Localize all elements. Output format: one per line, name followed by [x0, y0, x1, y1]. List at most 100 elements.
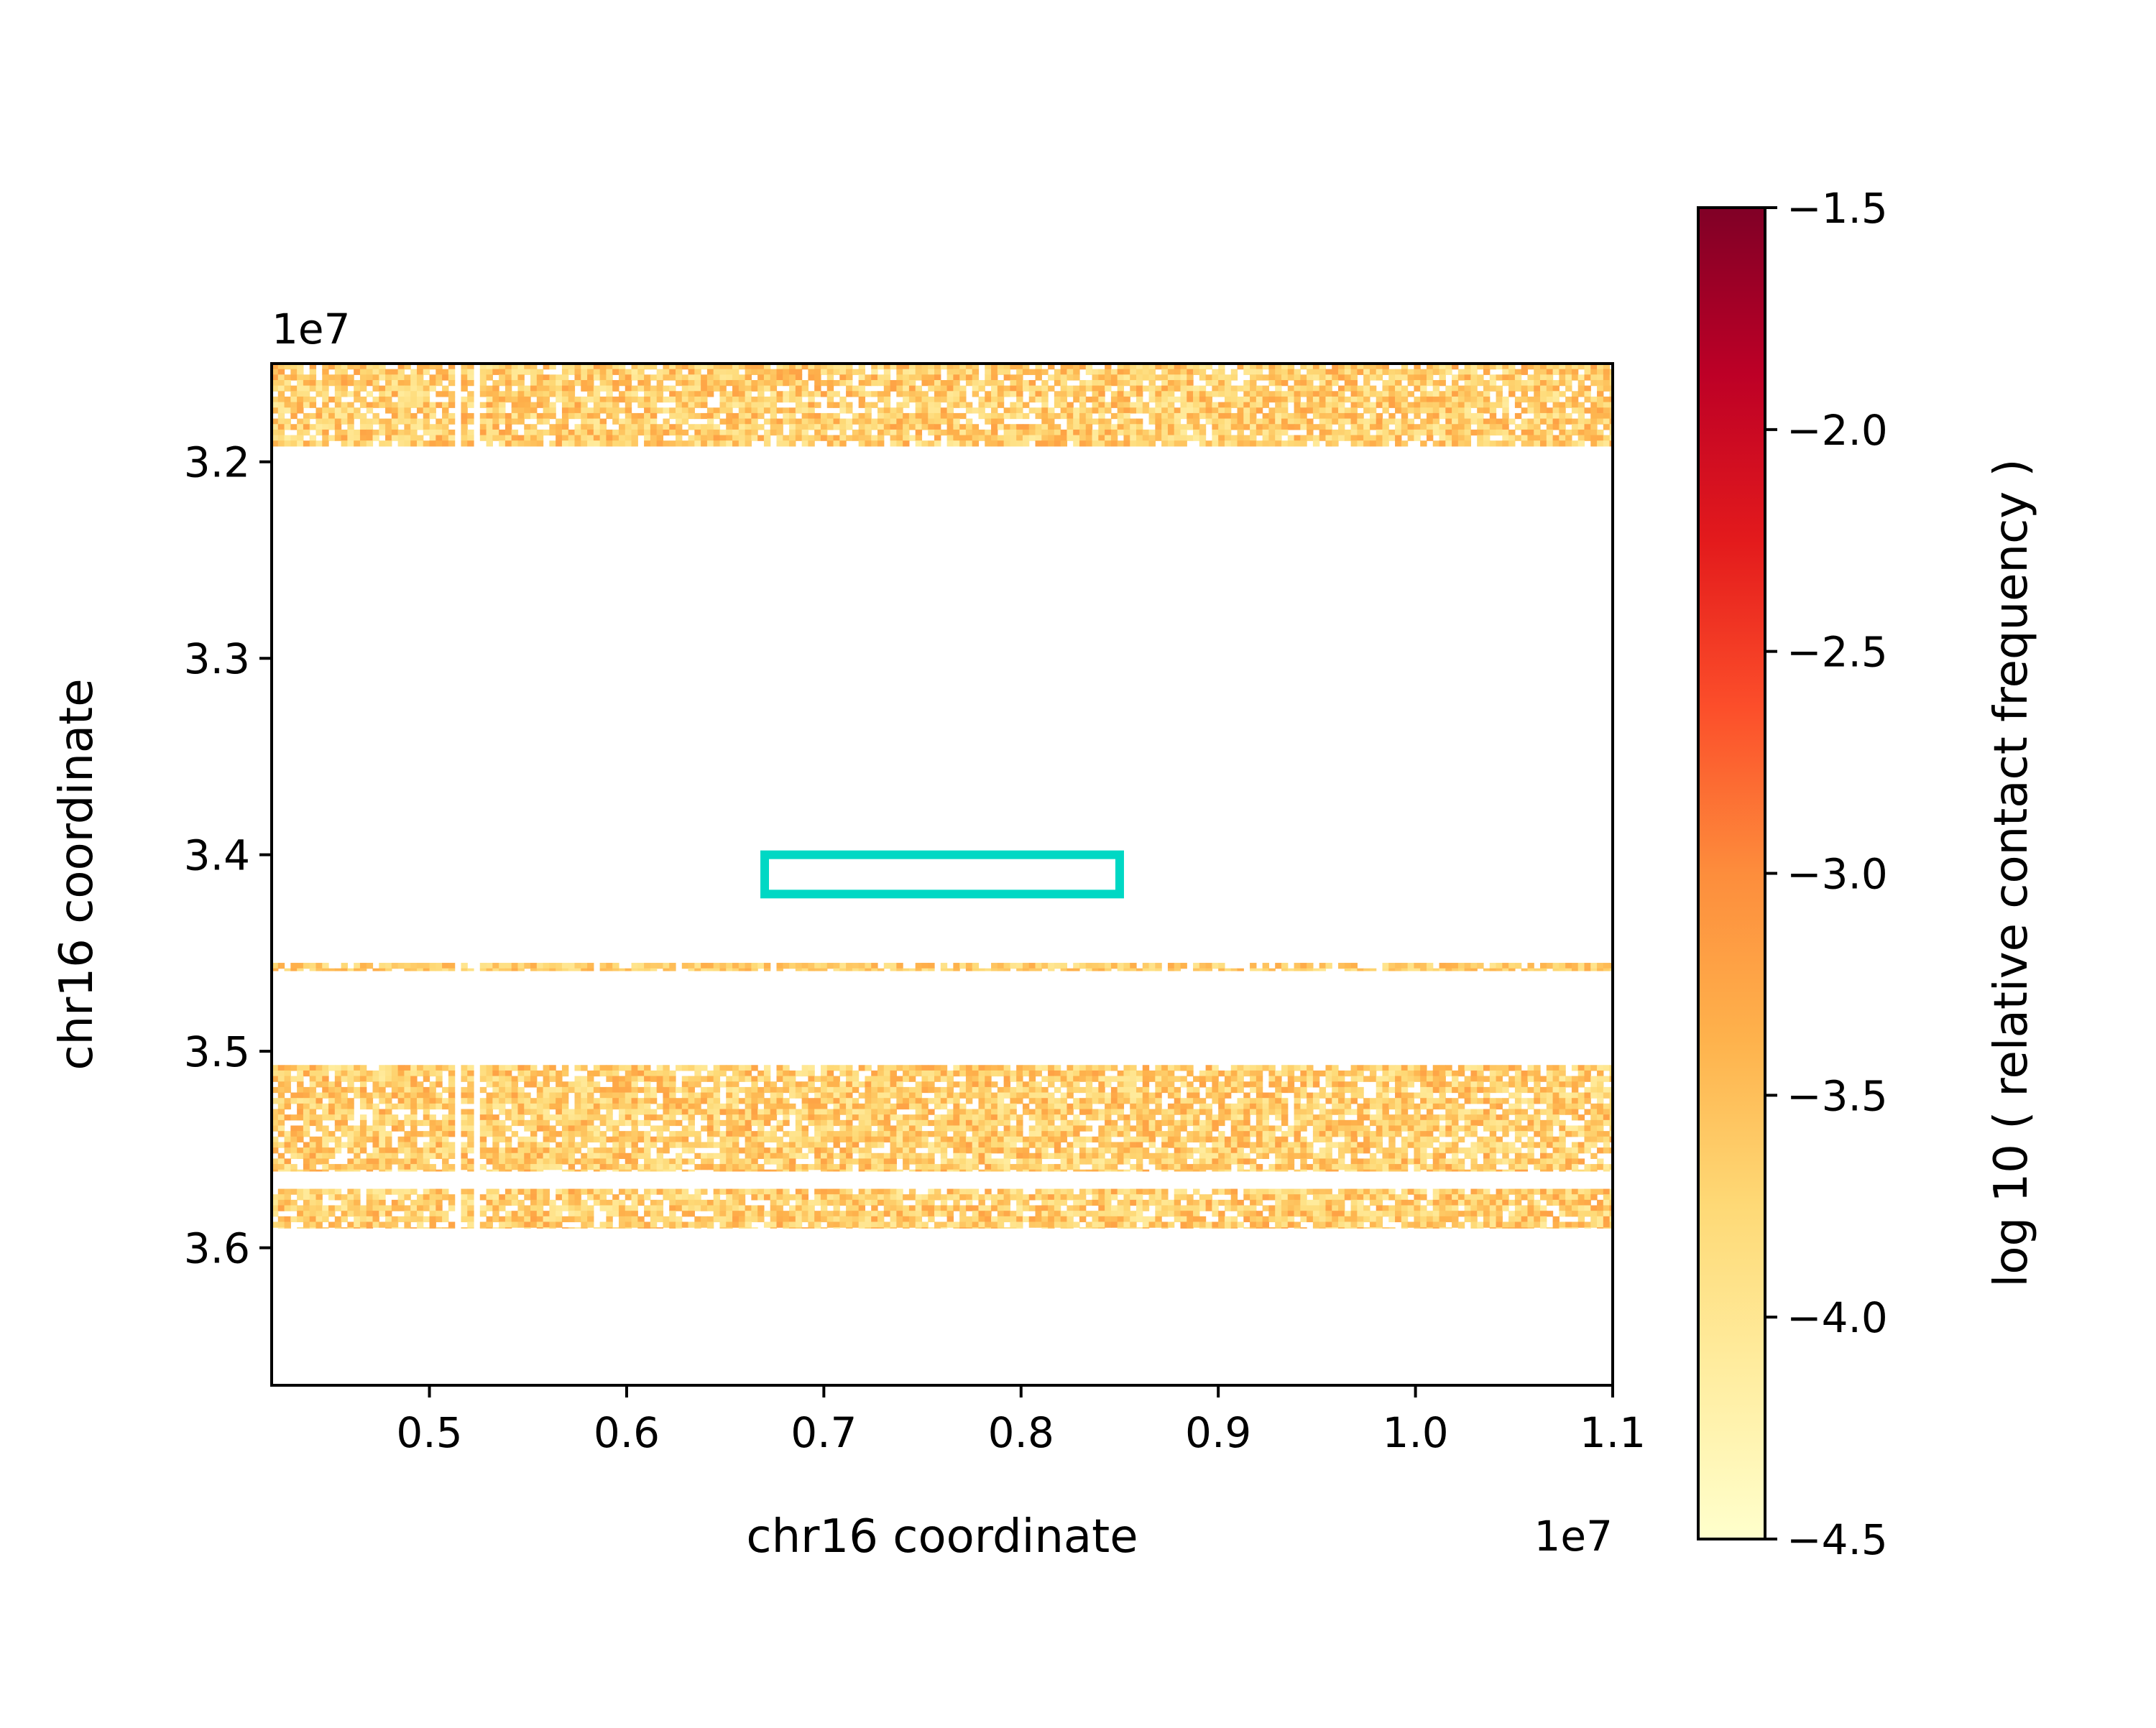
heatmap-cell [479, 1065, 487, 1071]
heatmap-cell [1010, 379, 1017, 387]
heatmap-cell [423, 440, 430, 447]
heatmap-cell [1148, 1092, 1156, 1099]
heatmap-cell [1388, 429, 1396, 436]
heatmap-cell [1457, 385, 1465, 392]
heatmap-cell [1338, 391, 1345, 397]
heatmap-cell [359, 412, 367, 420]
heatmap-cell [833, 424, 840, 430]
heatmap-cell [877, 374, 885, 381]
heatmap-cell [839, 1098, 847, 1104]
heatmap-cell [1312, 435, 1320, 441]
heatmap-cell [1028, 407, 1036, 414]
heatmap-cell [1180, 1081, 1187, 1088]
heatmap-cell [1597, 968, 1604, 971]
heatmap-cell [1048, 1098, 1055, 1104]
heatmap-cell [606, 435, 613, 441]
heatmap-cell [1312, 440, 1320, 447]
heatmap-cell [354, 396, 361, 403]
heatmap-cell [1067, 407, 1074, 414]
heatmap-cell [1110, 391, 1118, 397]
heatmap-cell [448, 1109, 456, 1115]
heatmap-cell [354, 968, 361, 971]
heatmap-cell [820, 1125, 828, 1132]
heatmap-cell [1110, 1098, 1118, 1104]
heatmap-cell [1350, 369, 1358, 375]
heatmap-cell [1609, 440, 1613, 447]
heatmap-cell [871, 379, 878, 387]
heatmap-cell [997, 424, 1005, 430]
heatmap-cell [297, 407, 304, 414]
heatmap-cell [272, 1098, 279, 1104]
heatmap-cell [738, 435, 746, 441]
heatmap-cell [928, 1070, 935, 1077]
heatmap-cell [681, 418, 689, 425]
heatmap-cell [404, 1119, 411, 1127]
heatmap-cell [928, 412, 935, 420]
heatmap-cell [1457, 396, 1465, 403]
heatmap-cell [985, 1092, 992, 1099]
heatmap-cell [846, 1103, 853, 1110]
heatmap-cell [928, 429, 935, 436]
heatmap-cell [1199, 1098, 1207, 1104]
heatmap-cell [858, 429, 866, 436]
heatmap-cell [1457, 412, 1465, 420]
heatmap-cell [1496, 968, 1503, 971]
heatmap-cell [959, 429, 967, 436]
heatmap-cell [1325, 1076, 1332, 1082]
heatmap-cell [1237, 1114, 1244, 1121]
heatmap-cell [871, 391, 878, 397]
heatmap-cell [1205, 412, 1212, 420]
heatmap-cell [1174, 407, 1181, 414]
heatmap-cell [404, 407, 411, 414]
heatmap-cell [625, 396, 632, 403]
heatmap-cell [1035, 1081, 1042, 1088]
heatmap-cell [656, 429, 664, 436]
heatmap-cell [1502, 1081, 1509, 1088]
heatmap-cell [883, 1098, 891, 1104]
heatmap-cell [1155, 374, 1162, 381]
heatmap-cell [1350, 412, 1358, 420]
heatmap-cell [1092, 1098, 1099, 1104]
heatmap-cell [908, 1114, 916, 1121]
heatmap-cell [1180, 1076, 1187, 1082]
heatmap-cell [568, 1086, 576, 1094]
heatmap-cell [517, 1076, 525, 1082]
heatmap-cell [701, 963, 708, 969]
heatmap-cell [978, 1109, 985, 1115]
heatmap-cell [1477, 407, 1484, 414]
heatmap-cell [1199, 968, 1207, 971]
heatmap-cell [556, 1076, 563, 1082]
heatmap-cell [1534, 407, 1541, 414]
heatmap-cell [1401, 374, 1409, 381]
heatmap-cell [631, 1114, 638, 1121]
heatmap-cell [1300, 435, 1307, 441]
heatmap-cell [1155, 435, 1162, 441]
heatmap-cell [429, 1081, 436, 1088]
heatmap-cell [1312, 374, 1320, 381]
heatmap-cell [908, 968, 916, 971]
heatmap-cell [524, 1098, 531, 1104]
heatmap-cell [1603, 402, 1611, 408]
heatmap-cell [1527, 364, 1534, 370]
heatmap-cell [1199, 364, 1207, 370]
heatmap-cell [757, 374, 765, 381]
heatmap-cell [694, 412, 701, 420]
heatmap-cell [1193, 418, 1200, 425]
heatmap-cell [681, 440, 689, 447]
heatmap-cell [985, 1098, 992, 1104]
heatmap-cell [511, 435, 519, 441]
heatmap-cell [593, 396, 601, 403]
heatmap-cell [1407, 379, 1414, 387]
heatmap-cell [1010, 374, 1017, 381]
heatmap-cell [1363, 968, 1370, 971]
heatmap-cell [429, 435, 436, 441]
heatmap-cell [1003, 1125, 1010, 1132]
heatmap-cell [1445, 1098, 1452, 1104]
heatmap-cell [656, 1065, 664, 1071]
heatmap-cell [1237, 429, 1244, 436]
heatmap-cell [985, 396, 992, 403]
heatmap-cell [669, 968, 676, 971]
heatmap-cell [801, 1086, 808, 1094]
heatmap-cell [965, 1076, 973, 1082]
heatmap-cell [1584, 1119, 1591, 1127]
